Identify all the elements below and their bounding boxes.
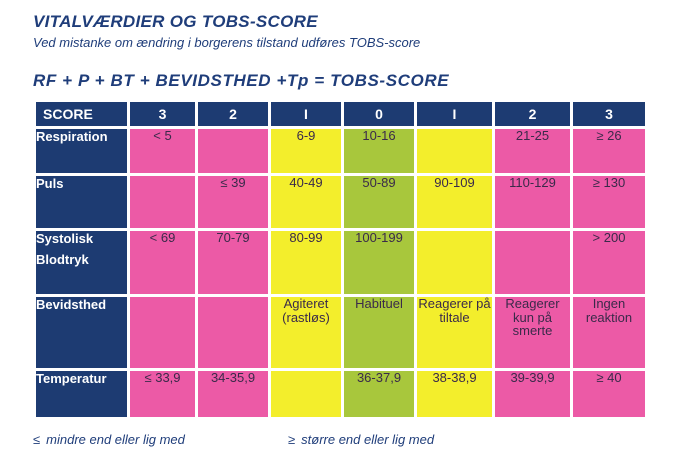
legend-greater-equal: ≥ større end eller lig med bbox=[288, 432, 434, 447]
table-cell: 10-16 bbox=[344, 129, 414, 173]
table-cell bbox=[495, 231, 570, 294]
table-cell: 90-109 bbox=[417, 176, 492, 228]
header-score: SCORE bbox=[36, 102, 127, 126]
table-row-puls: Puls ≤ 39 40-49 50-89 90-109 110-129 ≥ 1… bbox=[36, 176, 645, 228]
table-row-bevidsthed: Bevidsthed Agiteret (rastløs) Habituel R… bbox=[36, 297, 645, 368]
table-row-systolisk-blodtryk: Systolisk Blodtryk < 69 70-79 80-99 100-… bbox=[36, 231, 645, 294]
table-cell: ≤ 33,9 bbox=[130, 371, 195, 417]
table-cell bbox=[417, 129, 492, 173]
table-cell: 50-89 bbox=[344, 176, 414, 228]
row-label-line: Systolisk bbox=[36, 231, 94, 246]
table-cell: ≥ 40 bbox=[573, 371, 645, 417]
table-cell: Agiteret (rastløs) bbox=[271, 297, 341, 368]
header-score-1-high: I bbox=[417, 102, 492, 126]
table-cell bbox=[130, 176, 195, 228]
table-cell bbox=[198, 129, 268, 173]
less-equal-symbol: ≤ bbox=[33, 432, 41, 447]
page-subtitle: Ved mistanke om ændring i borgerens tils… bbox=[33, 35, 421, 50]
table-cell bbox=[198, 297, 268, 368]
row-label: Respiration bbox=[36, 129, 127, 173]
row-label: Bevidsthed bbox=[36, 297, 127, 368]
table-cell: Ingen reaktion bbox=[573, 297, 645, 368]
table-cell: Reagerer på tiltale bbox=[417, 297, 492, 368]
header-score-0: 0 bbox=[344, 102, 414, 126]
table-cell: 40-49 bbox=[271, 176, 341, 228]
table-cell: Habituel bbox=[344, 297, 414, 368]
header-score-3-high: 3 bbox=[573, 102, 645, 126]
table-cell: 38-38,9 bbox=[417, 371, 492, 417]
row-label: Temperatur bbox=[36, 371, 127, 417]
header-score-1-low: I bbox=[271, 102, 341, 126]
row-label: Systolisk Blodtryk bbox=[36, 231, 127, 294]
table-cell: ≤ 39 bbox=[198, 176, 268, 228]
table-header-row: SCORE 3 2 I 0 I 2 3 bbox=[36, 102, 645, 126]
tobs-score-table: SCORE 3 2 I 0 I 2 3 Respiration < 5 6-9 … bbox=[33, 99, 648, 420]
row-label: Puls bbox=[36, 176, 127, 228]
table-row-temperatur: Temperatur ≤ 33,9 34-35,9 36-37,9 38-38,… bbox=[36, 371, 645, 417]
table-cell: 100-199 bbox=[344, 231, 414, 294]
table-cell: < 69 bbox=[130, 231, 195, 294]
row-label-line: Blodtryk bbox=[36, 252, 89, 267]
score-formula: RF + P + BT + BEVIDSTHED +Tp = TOBS-SCOR… bbox=[33, 71, 450, 90]
table-cell bbox=[417, 231, 492, 294]
less-equal-text: mindre end eller lig med bbox=[46, 432, 185, 447]
table-cell: 21-25 bbox=[495, 129, 570, 173]
table-cell bbox=[130, 297, 195, 368]
header-score-3-low: 3 bbox=[130, 102, 195, 126]
page-title: VITALVÆRDIER OG TOBS-SCORE bbox=[33, 12, 318, 31]
table-cell: 70-79 bbox=[198, 231, 268, 294]
table-cell: 6-9 bbox=[271, 129, 341, 173]
table-cell: < 5 bbox=[130, 129, 195, 173]
greater-equal-text: større end eller lig med bbox=[301, 432, 435, 447]
table-cell: ≥ 26 bbox=[573, 129, 645, 173]
table-cell: > 200 bbox=[573, 231, 645, 294]
table-cell: 110-129 bbox=[495, 176, 570, 228]
table-cell: 34-35,9 bbox=[198, 371, 268, 417]
header-score-2-high: 2 bbox=[495, 102, 570, 126]
table-cell bbox=[271, 371, 341, 417]
table-cell: 80-99 bbox=[271, 231, 341, 294]
legend-less-equal: ≤ mindre end eller lig med bbox=[33, 432, 185, 447]
table-cell: ≥ 130 bbox=[573, 176, 645, 228]
table-cell: Reagerer kun på smerte bbox=[495, 297, 570, 368]
greater-equal-symbol: ≥ bbox=[288, 432, 296, 447]
table-cell: 39-39,9 bbox=[495, 371, 570, 417]
table-cell: 36-37,9 bbox=[344, 371, 414, 417]
table-row-respiration: Respiration < 5 6-9 10-16 21-25 ≥ 26 bbox=[36, 129, 645, 173]
header-score-2-low: 2 bbox=[198, 102, 268, 126]
